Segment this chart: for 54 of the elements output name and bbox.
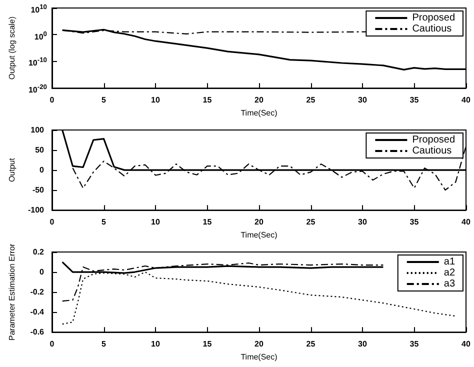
x-tick-label: 20 xyxy=(254,340,264,349)
x-tick-label: 30 xyxy=(358,218,368,227)
x-tick-label: 20 xyxy=(254,96,264,105)
y-tick-label: 10$^{0}$ xyxy=(34,30,47,44)
x-tick-label: 40 xyxy=(462,218,471,227)
x-tick-label: 25 xyxy=(306,340,316,349)
y-axis-title: Parameter Estimation Error xyxy=(8,243,16,341)
x-tick-label: 25 xyxy=(306,218,316,227)
legend-label: Cautious xyxy=(412,146,452,156)
y-axis-title: Output (log scale) xyxy=(8,16,16,80)
x-tick-label: 0 xyxy=(50,218,55,227)
legend-label: Cautious xyxy=(412,24,452,34)
y-tick-label: 100 xyxy=(30,126,45,134)
x-tick-label: 10 xyxy=(151,96,160,105)
legend-label: a1 xyxy=(444,256,456,268)
x-tick-label: 15 xyxy=(202,96,212,105)
y-tick-label: -0.6 xyxy=(30,328,45,337)
y-tick-label: -100 xyxy=(28,206,45,215)
x-tick-label: 20 xyxy=(254,218,264,227)
legend-label: a3 xyxy=(444,278,456,290)
x-tick-label: 5 xyxy=(102,96,107,105)
x-tick-label: 35 xyxy=(410,340,420,349)
x-axis-title: Time(Sec) xyxy=(240,108,278,118)
y-tick-label: 10$^{-10}$ xyxy=(28,56,47,70)
x-tick-label: 35 xyxy=(410,96,420,105)
y-tick-label: 10$^{10}$ xyxy=(30,3,47,17)
x-tick-label: 40 xyxy=(462,340,471,349)
x-tick-label: 35 xyxy=(410,218,420,227)
y-tick-label: -0.4 xyxy=(30,308,45,317)
x-tick-label: 25 xyxy=(306,96,316,105)
y-tick-label: 0 xyxy=(40,166,45,175)
x-tick-label: 5 xyxy=(102,218,107,227)
x-tick-label: 15 xyxy=(202,340,212,349)
y-tick-label: 10$^{-20}$ xyxy=(28,83,47,97)
x-tick-label: 40 xyxy=(462,96,471,105)
y-tick-label: 0.2 xyxy=(32,248,45,256)
x-tick-label: 0 xyxy=(50,96,55,105)
x-axis-title: Time(Sec) xyxy=(240,230,278,240)
y-tick-label: -50 xyxy=(32,186,45,195)
legend-label: a2 xyxy=(444,268,456,278)
legend-label: Proposed xyxy=(412,134,456,146)
x-tick-label: 30 xyxy=(358,96,368,105)
x-tick-label: 10 xyxy=(151,218,160,227)
y-tick-label: 50 xyxy=(35,146,45,155)
x-tick-label: 15 xyxy=(202,218,212,227)
x-tick-label: 30 xyxy=(358,340,368,349)
x-axis-title: Time(Sec) xyxy=(240,352,278,362)
x-tick-label: 0 xyxy=(50,340,55,349)
x-tick-label: 5 xyxy=(102,340,107,349)
x-tick-label: 10 xyxy=(151,340,160,349)
y-tick-label: 0 xyxy=(40,268,45,277)
y-axis-title: Output xyxy=(8,157,16,182)
y-tick-label: -0.2 xyxy=(30,288,45,297)
legend-label: Proposed xyxy=(412,12,456,24)
